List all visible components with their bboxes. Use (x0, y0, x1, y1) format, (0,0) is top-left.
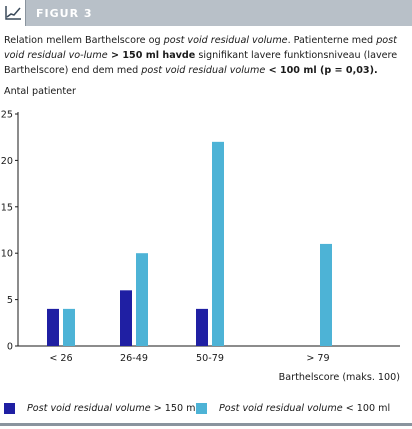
y-axis-ticks: 0 5 10 15 20 25 (1, 110, 18, 353)
legend-item-series-2: Post void residual volume < 100 ml (196, 403, 390, 414)
x-tick-label: > 79 (306, 353, 329, 364)
x-tick-label: 50-79 (196, 353, 224, 364)
legend-swatch-series-1 (4, 403, 15, 414)
x-axis-ticks: < 26 26-49 50-79 > 79 (49, 353, 329, 364)
legend-swatch-series-2 (196, 403, 207, 414)
y-tick-label: 20 (1, 156, 13, 167)
bottom-rule (0, 423, 412, 426)
y-tick-label: 25 (1, 110, 13, 121)
line-chart-icon (0, 0, 26, 26)
bar-series-2-1 (136, 253, 148, 346)
figure-title: FIGUR 3 (36, 6, 93, 20)
chart-legend: Post void residual volume > 150 ml Post … (0, 400, 412, 420)
x-tick-label: < 26 (49, 353, 72, 364)
y-tick-label: 0 (7, 342, 13, 353)
y-axis-label: Antal patienter (4, 86, 76, 97)
bar-chart: 0 5 10 15 20 25 < 26 26-49 50-79 > 79 Barthelsco… (1, 110, 400, 383)
y-tick-label: 5 (7, 295, 13, 306)
bar-series-2-2 (212, 141, 224, 346)
figure-caption: Relation mellem Barthelscore og post voi… (4, 35, 398, 76)
bar-series-1-1 (120, 290, 132, 346)
y-tick-label: 10 (1, 249, 13, 260)
legend-item-series-1: Post void residual volume > 150 ml (4, 403, 198, 414)
bar-series-1-2 (196, 308, 208, 346)
x-axis-label: Barthelscore (maks. 100) (279, 372, 400, 383)
chart-bars (47, 141, 332, 346)
bar-series-2-3 (320, 243, 332, 346)
figure-header: FIGUR 3 (0, 0, 412, 26)
x-tick-label: 26-49 (120, 353, 148, 364)
chart-axes (17, 112, 400, 347)
bar-series-1-0 (47, 308, 59, 346)
y-tick-label: 15 (1, 202, 13, 213)
bar-series-2-0 (63, 308, 75, 346)
